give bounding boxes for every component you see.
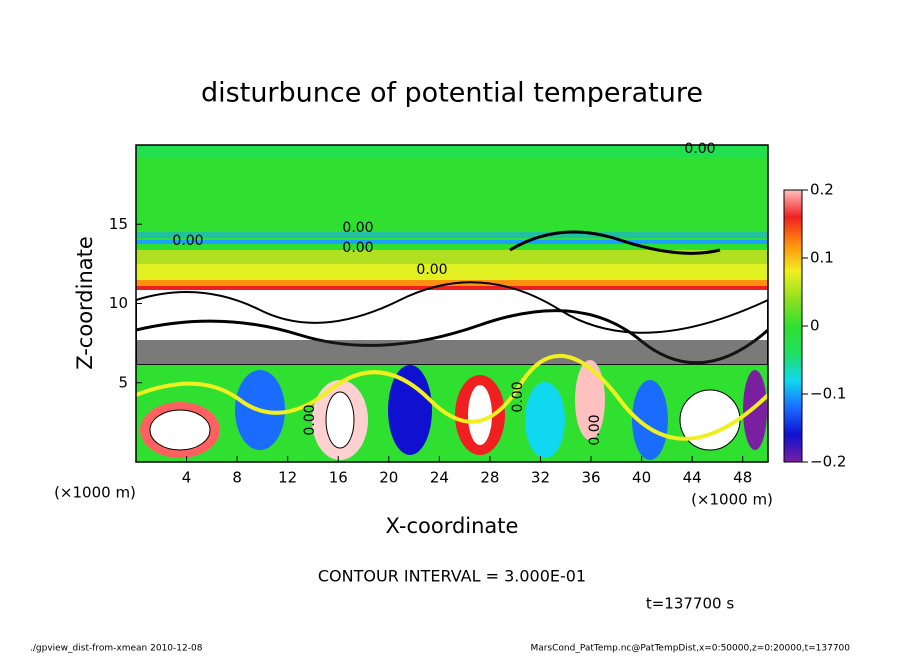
footer-left: ./gpview_dist-from-xmean 2010-12-08 <box>30 644 203 654</box>
contour-interval: CONTOUR INTERVAL = 3.000E-01 <box>318 567 586 586</box>
y-tick-label: 5 <box>118 373 128 391</box>
colorbar-tick-label: 0 <box>810 317 820 335</box>
colorbar-tick-label: 0.1 <box>810 249 834 267</box>
chart-title: disturbunce of potential temperature <box>201 78 703 109</box>
contour-label: 0.00 <box>172 233 203 249</box>
x-axis-label: X-coordinate <box>386 514 519 538</box>
contour-label: 0.00 <box>342 240 373 256</box>
x-tick-label: 28 <box>480 469 499 487</box>
x-tick-label: 8 <box>232 469 242 487</box>
contour-label: 0.00 <box>587 414 603 445</box>
x-tick-label: 4 <box>182 469 192 487</box>
contour-label: 0.00 <box>342 220 373 236</box>
x-tick-label: 40 <box>632 469 651 487</box>
colorbar-tick-label: −0.1 <box>810 385 846 403</box>
footer-right: MarsCond_PatTemp.nc@PatTempDist,x=0:5000… <box>530 644 850 654</box>
x-tick-label: 48 <box>733 469 752 487</box>
x-tick-label: 44 <box>683 469 702 487</box>
colorbar-tick-label: 0.2 <box>810 181 834 199</box>
x-tick-label: 36 <box>581 469 600 487</box>
x-unit: (×1000 m) <box>691 491 773 509</box>
contour-label: 0.00 <box>684 141 715 157</box>
contour-label: 0.00 <box>510 381 526 412</box>
x-tick-label: 12 <box>278 469 297 487</box>
x-unit: (×1000 m) <box>54 484 136 502</box>
y-axis-label: Z-coordinate <box>73 236 97 370</box>
x-tick-label: 24 <box>430 469 449 487</box>
field <box>136 145 768 462</box>
contour-label: 0.00 <box>302 404 318 435</box>
y-tick-label: 15 <box>109 215 128 233</box>
x-tick-label: 20 <box>379 469 398 487</box>
colorbar-tick-label: −0.2 <box>810 453 846 471</box>
x-tick-label: 16 <box>329 469 348 487</box>
colorbar <box>783 189 803 463</box>
time-label: t=137700 s <box>646 595 734 613</box>
y-tick-label: 10 <box>109 294 128 312</box>
x-tick-label: 32 <box>531 469 550 487</box>
contour-label: 0.00 <box>416 262 447 278</box>
